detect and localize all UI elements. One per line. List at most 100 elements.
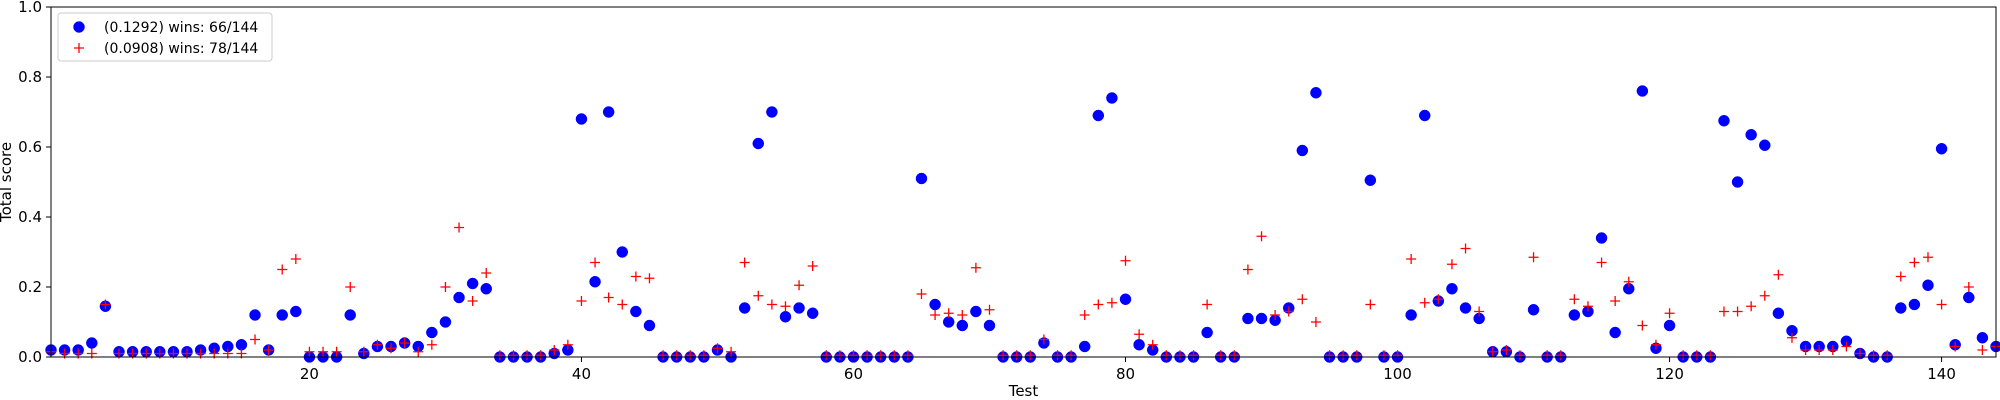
data-point [739, 257, 750, 268]
data-point [466, 277, 479, 290]
data-point [1555, 350, 1566, 361]
plot-background [51, 7, 1996, 357]
data-point [1936, 299, 1947, 310]
data-point [1501, 345, 1512, 355]
data-point [1229, 350, 1240, 361]
data-point [1242, 264, 1253, 275]
data-point [304, 346, 315, 357]
data-point [630, 305, 642, 318]
data-point [576, 296, 587, 306]
x-tick-label: 20 [300, 365, 319, 383]
data-point [1066, 350, 1077, 361]
data-point [779, 311, 792, 323]
data-point [1459, 302, 1472, 314]
y-tick-label: 0.4 [18, 208, 42, 226]
data-point [386, 343, 397, 354]
data-point [1119, 293, 1132, 305]
data-point [549, 345, 560, 355]
data-point [1650, 339, 1661, 350]
legend-entry: (0.0908) wins: 78/144 [74, 41, 258, 57]
data-point [1324, 350, 1335, 361]
data-point [1895, 271, 1906, 282]
data-point [956, 319, 969, 332]
data-point [1487, 346, 1498, 357]
data-point [1201, 326, 1213, 339]
data-point [590, 257, 601, 268]
data-point [1106, 92, 1118, 104]
data-point [1120, 255, 1131, 266]
data-point [998, 350, 1009, 361]
data-point [1092, 109, 1105, 122]
x-axis-label: Test [1008, 382, 1039, 400]
data-point [1542, 350, 1553, 361]
data-point [916, 289, 927, 299]
data-point [1433, 294, 1444, 305]
data-point [929, 298, 941, 311]
series-1 [45, 85, 2000, 363]
data-point [1909, 257, 1920, 268]
data-point [1568, 309, 1581, 321]
data-point [862, 350, 873, 361]
data-point [86, 337, 98, 349]
data-point [1351, 350, 1362, 361]
data-point [1038, 334, 1049, 345]
data-point [930, 310, 941, 320]
data-point [589, 276, 601, 288]
data-point [970, 305, 982, 318]
data-point [1174, 350, 1185, 361]
data-point [1338, 350, 1349, 361]
data-point [1364, 174, 1377, 186]
data-point [643, 319, 656, 332]
data-point [685, 350, 696, 361]
legend: (0.1292) wins: 66/144 (0.0908) wins: 78/1… [57, 12, 273, 62]
data-point [617, 299, 628, 310]
data-point [1255, 312, 1268, 325]
data-point [1705, 350, 1716, 361]
y-tick-label: 0.0 [18, 348, 42, 366]
data-point [1963, 291, 1975, 304]
data-point [1134, 329, 1145, 340]
plot-area [51, 7, 1996, 357]
data-point [1595, 232, 1608, 244]
data-point [1732, 306, 1743, 317]
data-point [1746, 301, 1757, 312]
data-point [1242, 312, 1254, 325]
data-point [1011, 350, 1022, 361]
data-point [1582, 301, 1593, 312]
data-point [793, 302, 805, 314]
data-point [1691, 350, 1702, 361]
data-point [1745, 129, 1757, 141]
data-point [1446, 259, 1457, 270]
data-point [616, 246, 629, 258]
data-point [752, 137, 765, 150]
legend-entry: (0.1292) wins: 66/144 [73, 20, 258, 36]
y-axis-label: Total score [0, 142, 15, 223]
data-point [494, 350, 505, 361]
data-point [1161, 350, 1172, 361]
data-point [794, 280, 805, 291]
data-point [602, 106, 615, 118]
data-point [1078, 340, 1091, 353]
series-2 [46, 222, 2000, 361]
data-point [1310, 317, 1321, 327]
data-point [1663, 319, 1676, 332]
data-point [1610, 296, 1621, 306]
y-axis: 0.0 0.2 0.4 0.6 0.8 1.0 [18, 0, 51, 366]
data-point [1637, 320, 1648, 331]
data-point [480, 283, 492, 295]
data-point [1460, 243, 1471, 254]
data-point [1202, 299, 1213, 310]
data-point [508, 350, 519, 361]
data-point [1025, 350, 1036, 361]
data-point [426, 326, 438, 339]
data-point [1882, 350, 1893, 361]
data-point [671, 350, 682, 361]
data-point [1106, 297, 1117, 308]
x-tick-label: 120 [1655, 365, 1684, 383]
data-point [1133, 339, 1145, 351]
data-point [249, 309, 261, 321]
data-point [1718, 306, 1729, 317]
data-point [1418, 109, 1431, 122]
data-point [290, 305, 302, 318]
data-point [426, 339, 437, 350]
